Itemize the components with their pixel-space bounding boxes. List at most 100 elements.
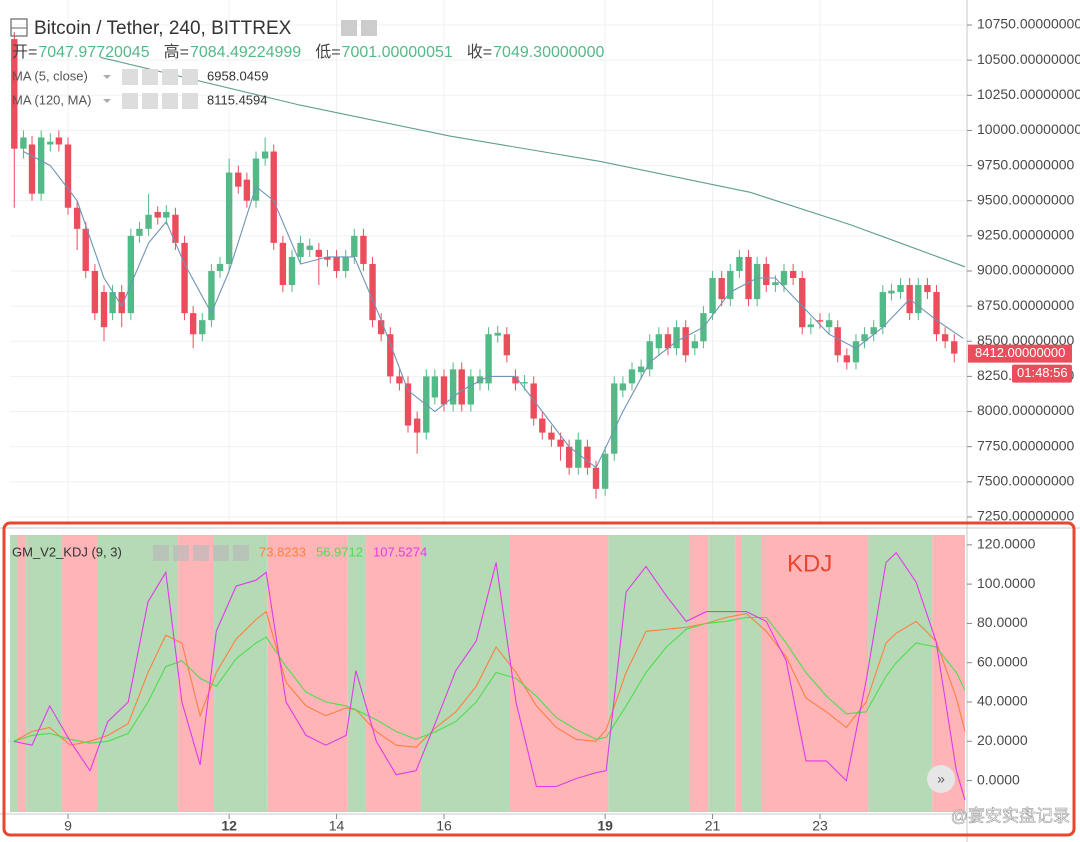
y-tick-label: 8500.00000000 [977,332,1075,348]
candle-body [601,453,609,489]
y-tick-label: 7250.00000000 [977,508,1075,524]
candle-body [548,432,555,440]
scroll-button[interactable] [927,765,955,793]
candle-body [440,376,448,405]
band [735,535,743,812]
y-tick-label: 9500.00000000 [977,191,1075,207]
candle-body [467,376,475,405]
overlay-icon[interactable] [142,93,158,109]
band [761,535,869,812]
candle-body [512,376,519,384]
candle-body [342,256,349,271]
y-tick-label: 60.0000 [977,653,1028,669]
candle-body [780,270,788,286]
candle-body [413,418,421,433]
candle-body [825,320,833,328]
band [10,535,19,812]
dropdown-icon [103,99,111,103]
candle-body [73,207,81,229]
candle-body [888,290,895,294]
price-tag-label: 8412.00000000 [975,345,1065,360]
candle-body [64,144,72,208]
y-tick-label: 100.0000 [977,575,1036,591]
ohlc-value: 7001.00000051 [342,44,453,61]
band [689,535,709,812]
marks [11,32,966,801]
candle-body [55,137,63,145]
overlay-icon[interactable] [182,93,198,109]
candle-body [673,327,680,349]
x-tick-label: 14 [329,818,345,834]
candle-body [37,137,45,194]
axes: 10750.00000000 10500.00000000 10250.000000… [64,16,1080,834]
line [13,551,966,801]
x-tick-label: 21 [705,818,721,834]
overlay-value: 8115.4594 [207,92,268,107]
candle-body [458,369,465,405]
candle-body [924,285,931,293]
candle-body [235,172,242,187]
candle-body [628,369,636,384]
candle-body [485,334,492,384]
scroll-button-icon: » [937,771,945,787]
overlay-icon[interactable] [182,69,198,85]
ohlc-label: 开= [12,44,37,61]
y-tick-label: 7750.00000000 [977,437,1075,453]
candle-body [118,292,125,314]
y-tick-label: 120.0000 [977,536,1036,552]
countdown-tag [1012,364,1072,383]
candle-body [28,144,36,194]
indicator-icon[interactable] [213,545,229,561]
candle-body [11,39,18,149]
overlay-icon[interactable] [142,69,158,85]
y-tick-label: 9750.00000000 [977,156,1075,172]
band [97,535,179,812]
candle-body [727,270,734,300]
indicator-icon[interactable] [173,545,189,561]
candle-body [494,332,501,336]
overlay-icon[interactable] [162,93,178,109]
candle-body [431,376,439,398]
candle-body [47,141,54,145]
indicator-icon[interactable] [193,545,209,561]
candle-body [387,334,394,377]
candle-body [789,270,797,279]
candle-body [288,256,296,286]
ohlc-label: 低= [315,43,340,61]
candle-body [772,282,779,286]
band [267,535,348,812]
candle-body [154,211,161,218]
overlay-icon[interactable] [122,93,138,109]
y-tick-label: 20.0000 [977,732,1028,748]
watermark: @宴安实盘记录 [951,806,1070,825]
candle-body [136,228,143,236]
candle-body [807,324,815,328]
candle-body [565,446,573,468]
band [868,535,933,812]
band [708,535,736,812]
candle-body [664,334,672,349]
candle-body [324,256,331,260]
chart-title: Bitcoin / Tether, 240, BITTREX [34,18,292,39]
candle-body [941,334,949,342]
legend: MA (5, close) 6958.0459 MA (120, MA) 8115.4… [12,43,604,561]
line [13,616,966,744]
overlay-icon[interactable] [122,69,138,85]
settings-icon[interactable] [341,20,357,36]
overlay-icon[interactable] [162,69,178,85]
overlay-label: MA (120, MA) [12,92,91,107]
indicator-icon[interactable] [233,545,249,561]
overlay-label: MA (5, close) [12,68,88,83]
x-tick-label: 9 [64,818,72,834]
band [214,535,268,812]
dropdown-icon [103,75,111,79]
indicator-icon[interactable] [153,545,169,561]
indicator-title: GM_V2_KDJ (9, 3) [12,544,122,559]
candle-body [557,439,564,447]
settings-icon[interactable] [361,20,377,36]
candle-body [306,245,313,250]
candle-body [163,211,170,218]
candle-body [216,263,224,271]
candle-body [745,256,752,300]
candle-body [225,172,233,264]
